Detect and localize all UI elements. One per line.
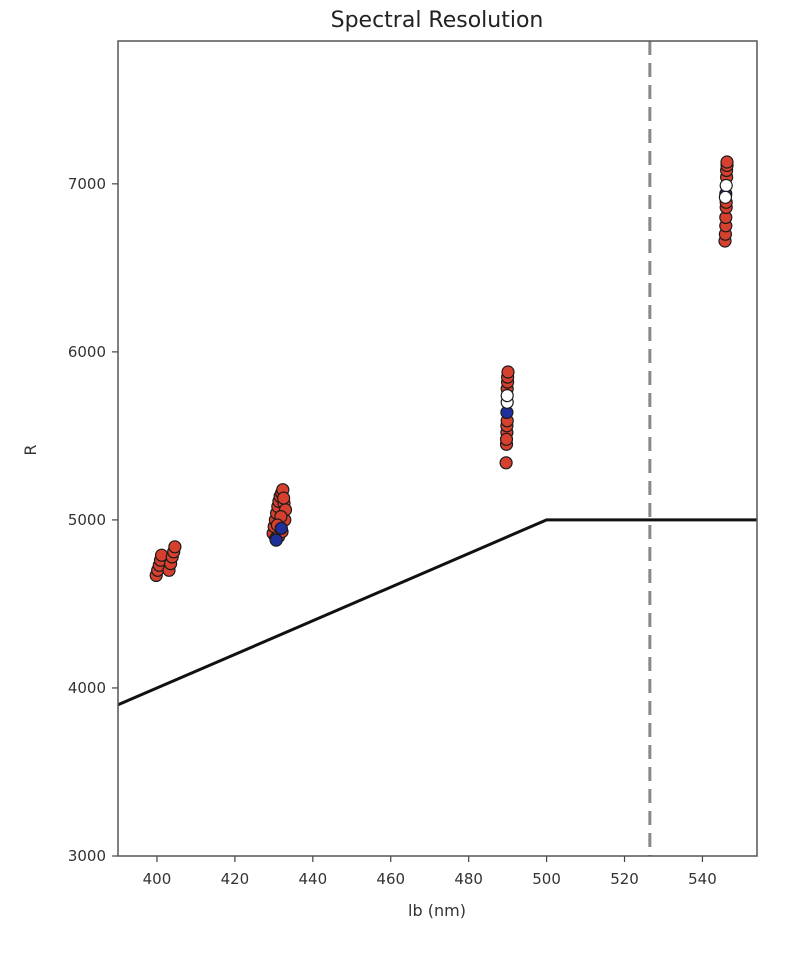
- y-tick-label: 6000: [68, 343, 106, 361]
- plot-content: [117, 41, 757, 856]
- data-point: [269, 533, 283, 547]
- data-point: [501, 365, 515, 379]
- data-point: [499, 456, 513, 470]
- x-tick-label: 540: [688, 870, 717, 888]
- y-tick-label: 7000: [68, 175, 106, 193]
- data-point: [720, 155, 734, 169]
- x-tick-label: 460: [376, 870, 405, 888]
- x-tick-label: 520: [610, 870, 639, 888]
- data-point: [277, 491, 291, 505]
- y-tick-label: 4000: [68, 679, 106, 697]
- data-point: [718, 190, 733, 204]
- data-point: [500, 389, 514, 403]
- y-axis-ticks: 3000 4000 5000 6000 7000: [68, 175, 118, 865]
- x-tick-label: 480: [454, 870, 483, 888]
- y-tick-label: 5000: [68, 511, 106, 529]
- y-axis-label: R: [21, 444, 40, 455]
- data-point: [168, 540, 182, 554]
- x-tick-label: 440: [298, 870, 327, 888]
- x-tick-label: 500: [532, 870, 561, 888]
- x-axis-ticks: 400 420 440 460 480 500 520 540: [143, 856, 717, 888]
- data-point: [719, 178, 733, 193]
- y-tick-label: 3000: [68, 847, 106, 865]
- x-tick-label: 420: [221, 870, 250, 888]
- x-axis-label: lb (nm): [408, 901, 466, 920]
- chart-title: Spectral Resolution: [331, 8, 544, 33]
- x-tick-label: 400: [143, 870, 172, 888]
- requirement-line: [117, 518, 757, 707]
- plot-frame: [117, 40, 758, 857]
- data-point: [499, 432, 514, 446]
- data-point: [274, 521, 288, 535]
